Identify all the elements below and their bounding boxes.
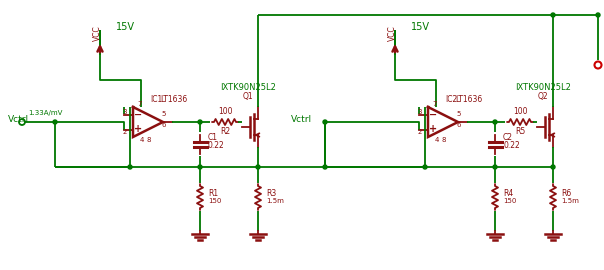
Text: 1.5m: 1.5m — [266, 198, 284, 204]
Text: 2: 2 — [418, 129, 422, 135]
Text: Vctrl: Vctrl — [291, 114, 312, 123]
Text: −: − — [134, 110, 142, 120]
Text: LT1636: LT1636 — [160, 96, 187, 104]
Text: 100: 100 — [513, 106, 527, 116]
Text: C1: C1 — [208, 133, 218, 143]
Text: 0.22: 0.22 — [503, 141, 520, 150]
Text: Q1: Q1 — [243, 92, 253, 100]
Text: 15V: 15V — [411, 22, 430, 32]
Text: 0.22: 0.22 — [208, 141, 225, 150]
Text: 3: 3 — [123, 109, 127, 115]
Text: +: + — [134, 124, 142, 134]
Text: R5: R5 — [515, 127, 525, 137]
Text: IXTK90N25L2: IXTK90N25L2 — [515, 83, 571, 93]
Text: 150: 150 — [208, 198, 222, 204]
Text: R3: R3 — [266, 188, 276, 197]
Circle shape — [423, 165, 427, 169]
Text: 6: 6 — [457, 122, 461, 128]
Text: VCC: VCC — [92, 25, 101, 41]
Text: 4: 4 — [140, 137, 144, 143]
Text: 1.33A/mV: 1.33A/mV — [28, 110, 62, 116]
Text: 100: 100 — [218, 106, 233, 116]
Text: −: − — [429, 110, 437, 120]
Circle shape — [551, 165, 555, 169]
Text: 5: 5 — [162, 111, 166, 117]
Text: IXTK90N25L2: IXTK90N25L2 — [220, 83, 276, 93]
Text: 8: 8 — [147, 137, 151, 143]
Circle shape — [198, 165, 202, 169]
Circle shape — [198, 120, 202, 124]
Circle shape — [256, 165, 260, 169]
Text: R6: R6 — [561, 188, 571, 197]
Text: R4: R4 — [503, 188, 513, 197]
Circle shape — [323, 165, 327, 169]
Text: 150: 150 — [503, 198, 516, 204]
Circle shape — [323, 120, 327, 124]
Circle shape — [493, 165, 497, 169]
Text: 3: 3 — [418, 109, 422, 115]
Text: R1: R1 — [208, 188, 218, 197]
Circle shape — [551, 13, 555, 17]
Text: IC2: IC2 — [445, 96, 457, 104]
Text: 7: 7 — [138, 101, 143, 107]
Circle shape — [596, 13, 600, 17]
Text: R2: R2 — [220, 127, 230, 137]
Text: 4: 4 — [435, 137, 439, 143]
Text: 6: 6 — [162, 122, 166, 128]
Circle shape — [493, 120, 497, 124]
Text: 5: 5 — [457, 111, 461, 117]
Circle shape — [128, 165, 132, 169]
Text: 8: 8 — [442, 137, 446, 143]
Text: 2: 2 — [123, 129, 127, 135]
Text: IC1: IC1 — [150, 96, 162, 104]
Text: 1.5m: 1.5m — [561, 198, 579, 204]
Text: Q2: Q2 — [538, 92, 548, 100]
Circle shape — [53, 120, 57, 124]
Text: 7: 7 — [432, 101, 437, 107]
Text: Vctrl: Vctrl — [8, 114, 29, 123]
Text: C2: C2 — [503, 133, 513, 143]
Text: LT1636: LT1636 — [455, 96, 482, 104]
Text: 15V: 15V — [116, 22, 135, 32]
Text: VCC: VCC — [388, 25, 396, 41]
Text: +: + — [429, 124, 437, 134]
